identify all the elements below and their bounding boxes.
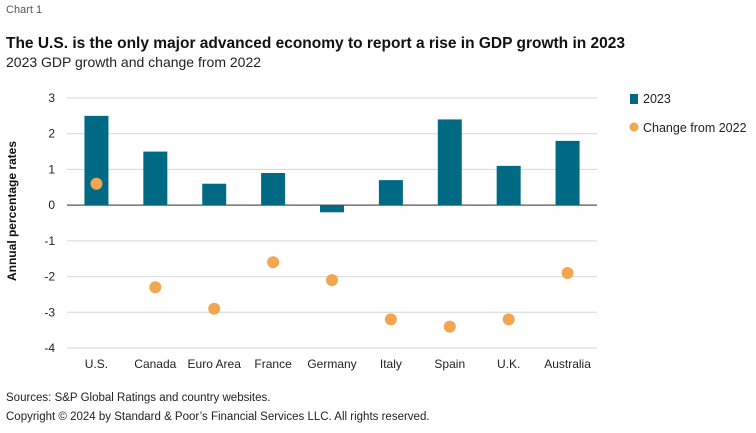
y-tick-label: 1 [48,162,55,176]
legend-swatch-2023 [630,94,638,104]
y-tick-label: 3 [48,91,55,105]
scatter-point [502,313,515,326]
x-tick-label: France [254,357,292,371]
legend: 2023 Change from 2022 [629,92,747,135]
scatter-point [267,256,280,269]
x-tick-label: Germany [307,357,356,371]
bar [143,151,168,206]
bar [496,165,521,206]
x-tick-label: Australia [544,357,591,371]
x-axis-ticks: U.S. Canada Euro Area France Germany Italy Spa… [85,357,591,371]
chart-subtitle: 2023 GDP growth and change from 2022 [6,54,262,70]
legend-swatch-change [629,122,639,132]
scatter-point [149,281,162,294]
sources-note: Sources: S&P Global Ratings and country … [6,392,271,404]
copyright-note: Copyright © 2024 by Standard & Poor’s Fi… [6,411,430,423]
chart-label: Chart 1 [6,4,43,16]
chart-title: The U.S. is the only major advanced econ… [6,35,626,52]
x-tick-label: Spain [434,357,465,371]
legend-label-change: Change from 2022 [643,121,747,135]
bar [84,115,109,206]
y-axis-label: Annual percentage rates [5,141,19,281]
x-tick-label: Italy [380,357,402,371]
legend-label-2023: 2023 [643,92,671,106]
x-tick-label: U.K. [497,357,520,371]
x-tick-label: U.S. [85,357,108,371]
bar [320,205,344,213]
y-tick-label: -3 [44,305,55,319]
scatter-point [208,302,221,315]
bar [555,140,580,206]
scatter-point [326,274,338,287]
scatter-point [561,267,574,279]
y-tick-label: 0 [48,198,55,212]
y-tick-label: -2 [44,270,55,284]
bar [378,180,403,206]
y-tick-label: 2 [48,127,55,141]
scatter-point [90,177,103,190]
bar [261,173,286,206]
bar [202,183,227,206]
gridlines [67,97,597,349]
y-axis-ticks: 3 2 1 0 -1 -2 -3 -4 [44,91,55,355]
y-tick-label: -4 [44,341,55,355]
scatter-point [443,320,456,333]
bar-series [84,115,580,213]
bar [437,119,462,206]
scatter-series [90,177,574,333]
scatter-point [384,313,397,326]
x-tick-label: Euro Area [188,357,242,371]
y-tick-label: -1 [44,234,55,248]
x-tick-label: Canada [134,357,176,371]
